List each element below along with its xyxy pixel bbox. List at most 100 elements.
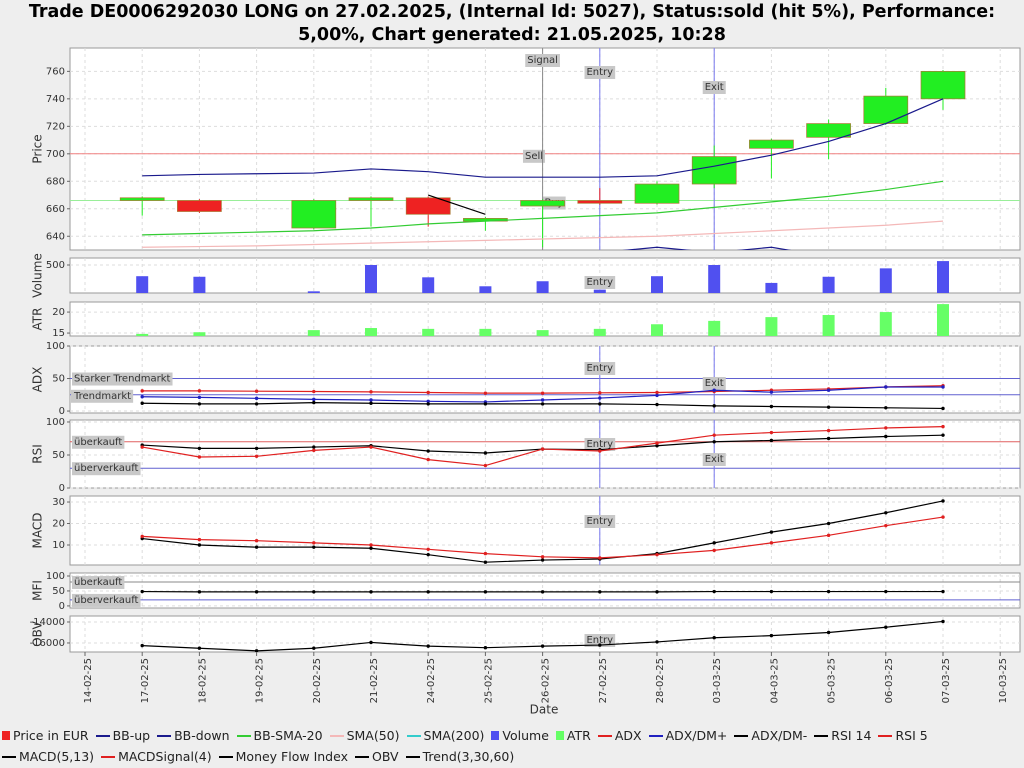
trend-line — [428, 194, 486, 215]
legend-item: RSI 5 — [878, 725, 928, 746]
series-line — [142, 98, 944, 178]
y-axis-label: ATR — [31, 308, 45, 331]
series-line-marker — [540, 391, 545, 395]
legend-label: MACD(5,13) — [19, 749, 95, 764]
event-label: Entry — [586, 363, 613, 374]
series-line-marker — [483, 402, 488, 406]
series-line-marker — [312, 397, 316, 402]
threshold-label-bg — [71, 389, 134, 403]
bar — [422, 328, 435, 336]
legend-swatch — [2, 755, 16, 758]
series-line-marker — [540, 555, 545, 559]
series-line-marker — [197, 543, 202, 547]
series-line-marker — [655, 640, 659, 644]
y-tick-label: 20 — [52, 519, 65, 530]
legend-swatch — [878, 734, 893, 737]
y-tick-label: 10 — [52, 540, 65, 551]
legend-item: BB-up — [95, 725, 151, 746]
series-line-marker — [826, 589, 831, 594]
series-line-marker — [369, 543, 373, 547]
series-line-marker — [884, 511, 888, 515]
series-line-marker — [712, 388, 716, 392]
legend-label: ATR — [566, 728, 591, 743]
threshold-label: überverkauft — [74, 595, 139, 606]
candle-body — [291, 200, 337, 229]
legend-swatch — [648, 734, 663, 737]
y-tick-label: 500 — [46, 260, 65, 271]
threshold-label: überverkauft — [74, 463, 139, 474]
y-axis-label: MFI — [31, 580, 45, 601]
y-tick-label: 50 — [52, 374, 65, 385]
x-tick-label: 06-03-25 — [884, 658, 895, 703]
bar — [593, 289, 606, 293]
series-line-marker — [483, 551, 488, 556]
candle-body — [520, 200, 565, 207]
threshold-label: überkauft — [74, 437, 122, 448]
legend-swatch — [406, 734, 421, 737]
legend-item: ADX — [597, 725, 642, 746]
plot-area — [69, 345, 1021, 414]
bar — [136, 276, 149, 293]
candle-body — [749, 139, 794, 149]
legend-swatch — [157, 734, 172, 737]
event-label: Exit — [705, 378, 724, 389]
series-line-marker — [312, 445, 316, 449]
series-line-marker — [598, 590, 602, 594]
x-tick-label: 27-02-25 — [598, 658, 609, 703]
y-tick-label: 760 — [46, 66, 65, 77]
threshold-label-bg — [72, 593, 141, 607]
series-line-marker — [369, 401, 373, 405]
candle-body — [806, 123, 851, 138]
threshold-label-bg — [72, 435, 125, 449]
y-axis-label: MACD — [31, 513, 45, 549]
x-tick-label: 25-02-25 — [483, 658, 494, 703]
y-tick-label: 20 — [52, 307, 65, 318]
legend-item: BB-SMA-20 — [236, 725, 323, 746]
threshold-label-bg — [72, 462, 141, 476]
legend-item: ATR — [555, 725, 591, 746]
series-line-marker — [598, 391, 602, 395]
series-line-marker — [426, 547, 430, 552]
plot-area — [69, 419, 1021, 489]
event-label-bg — [702, 377, 726, 390]
legend-label: SMA(200) — [423, 728, 485, 743]
candle-body — [577, 200, 623, 204]
series-line-marker — [140, 643, 144, 648]
series-line-marker — [426, 402, 430, 406]
series-line-marker — [540, 447, 545, 451]
legend-label: Price in EUR — [13, 728, 89, 743]
legend-swatch — [95, 734, 110, 737]
series-line-marker — [369, 590, 373, 594]
series-line-marker — [197, 537, 202, 542]
series-line-marker — [426, 399, 430, 403]
bar — [822, 276, 835, 293]
series-line-marker — [254, 539, 259, 543]
series-line-marker — [483, 451, 488, 455]
series-line-marker — [140, 445, 144, 449]
legend-label: Volume — [502, 728, 549, 743]
event-label-bg — [702, 81, 726, 94]
series-line-marker — [540, 590, 545, 594]
legend-label: ADX — [614, 728, 642, 743]
series-line-marker — [655, 552, 659, 557]
series-line-marker — [426, 457, 430, 462]
event-label-bg — [584, 438, 616, 451]
series-line-marker — [826, 436, 831, 441]
series-line-marker — [598, 396, 602, 400]
event-label-bg — [702, 453, 726, 466]
series-line-marker — [655, 390, 659, 395]
legend-item: MACD(5,13) — [2, 746, 94, 767]
legend-swatch — [405, 755, 420, 758]
series-line-marker — [941, 406, 945, 411]
legend-label: ADX/DM- — [751, 728, 808, 743]
series-line-marker — [369, 546, 373, 550]
event-label-bg — [584, 66, 616, 79]
series-line-marker — [426, 552, 430, 557]
legend-swatch — [555, 731, 564, 740]
threshold-label: überkauft — [74, 577, 122, 588]
legend-label: BB-up — [112, 728, 151, 743]
bar — [879, 268, 892, 293]
series-line-marker — [769, 530, 774, 534]
